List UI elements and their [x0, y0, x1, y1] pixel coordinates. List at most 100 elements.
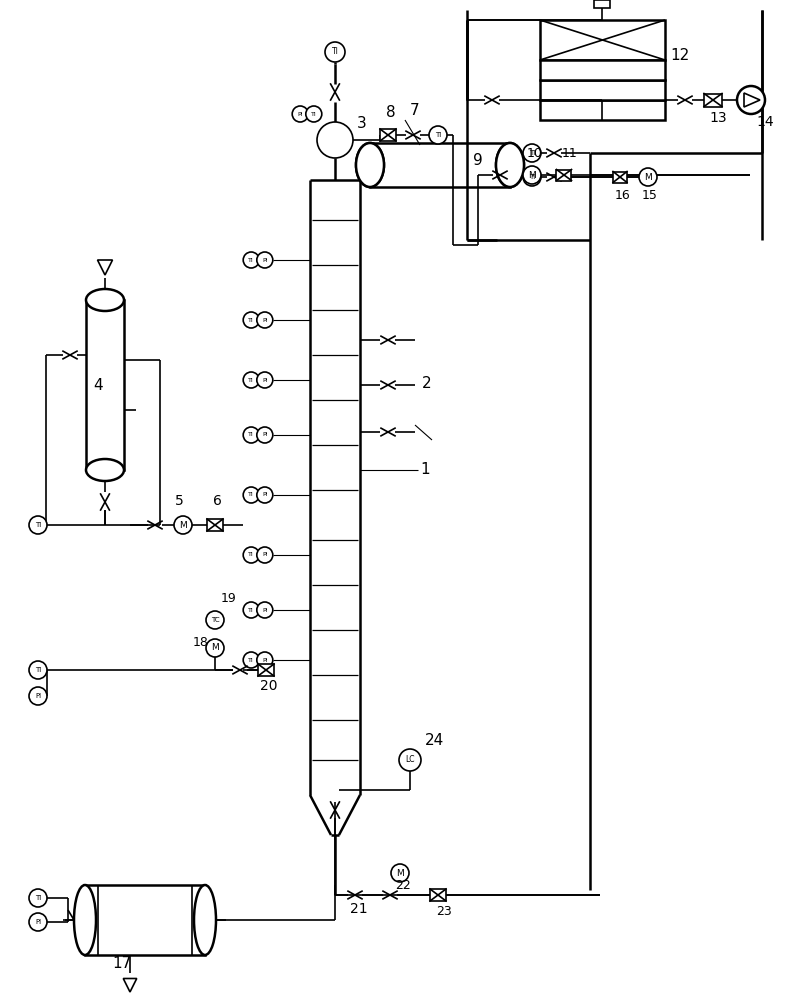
Bar — [86, 300, 124, 470]
Circle shape — [206, 611, 224, 629]
Text: PI: PI — [262, 492, 267, 497]
Text: 11: 11 — [562, 147, 578, 160]
Circle shape — [256, 252, 273, 268]
Ellipse shape — [86, 289, 124, 311]
Bar — [370, 143, 510, 187]
Text: 17: 17 — [112, 956, 131, 971]
Bar — [540, 20, 665, 60]
Circle shape — [639, 168, 657, 186]
Text: 10: 10 — [527, 147, 543, 160]
Text: 16: 16 — [615, 189, 630, 202]
Circle shape — [256, 652, 273, 668]
Text: 12: 12 — [670, 48, 690, 63]
Text: TI: TI — [249, 377, 254, 382]
Text: M: M — [211, 644, 219, 652]
Text: M: M — [644, 172, 652, 182]
Circle shape — [243, 312, 260, 328]
Text: 24: 24 — [425, 733, 444, 748]
Bar — [207, 519, 223, 531]
Bar — [613, 172, 627, 182]
Text: TI: TI — [35, 522, 41, 528]
Bar — [556, 169, 571, 180]
Circle shape — [29, 661, 47, 679]
Text: TI: TI — [331, 47, 338, 56]
Circle shape — [29, 913, 47, 931]
Circle shape — [429, 126, 447, 144]
Text: PI: PI — [262, 377, 267, 382]
Circle shape — [243, 602, 260, 618]
Text: TI: TI — [249, 318, 254, 322]
Circle shape — [256, 487, 273, 503]
Text: PI: PI — [35, 919, 41, 925]
Text: 1: 1 — [420, 462, 430, 478]
Text: TI: TI — [435, 132, 441, 138]
Text: M: M — [528, 170, 536, 180]
Text: PI: PI — [262, 607, 267, 612]
Text: M: M — [396, 868, 404, 878]
Text: 23: 23 — [436, 905, 452, 918]
Circle shape — [243, 652, 260, 668]
Bar — [540, 60, 665, 80]
Text: TI: TI — [311, 111, 316, 116]
Circle shape — [243, 487, 260, 503]
Text: TI: TI — [249, 492, 254, 497]
Text: M: M — [179, 520, 187, 530]
Text: 6: 6 — [213, 494, 222, 508]
Circle shape — [391, 864, 409, 882]
Circle shape — [243, 252, 260, 268]
Ellipse shape — [356, 143, 384, 187]
Ellipse shape — [496, 143, 524, 187]
Text: 22: 22 — [395, 879, 411, 892]
Text: 15: 15 — [642, 189, 658, 202]
Bar — [85, 885, 205, 955]
Bar — [258, 664, 274, 676]
Text: 3: 3 — [357, 116, 367, 131]
Circle shape — [325, 42, 345, 62]
Text: TI: TI — [249, 607, 254, 612]
Text: TI: TI — [249, 257, 254, 262]
Ellipse shape — [74, 885, 96, 955]
Text: 20: 20 — [260, 679, 278, 693]
Circle shape — [29, 687, 47, 705]
Circle shape — [256, 427, 273, 443]
Text: 7: 7 — [410, 103, 420, 118]
Ellipse shape — [86, 459, 124, 481]
Circle shape — [256, 372, 273, 388]
Circle shape — [243, 547, 260, 563]
Circle shape — [256, 547, 273, 563]
Circle shape — [256, 602, 273, 618]
Circle shape — [29, 516, 47, 534]
Circle shape — [206, 639, 224, 657]
Text: TI: TI — [35, 667, 41, 673]
Text: 2: 2 — [422, 376, 432, 391]
Circle shape — [523, 168, 541, 186]
Text: 4: 4 — [93, 378, 103, 393]
Text: TI: TI — [529, 174, 535, 180]
Text: 5: 5 — [175, 494, 184, 508]
Text: PI: PI — [297, 111, 303, 116]
Text: TI: TI — [249, 432, 254, 438]
Circle shape — [523, 166, 541, 184]
Text: 8: 8 — [386, 105, 395, 120]
Text: 18: 18 — [193, 636, 209, 649]
Text: TI: TI — [529, 150, 535, 156]
Bar — [430, 889, 446, 901]
Bar — [380, 129, 396, 141]
Bar — [540, 80, 665, 100]
Text: 13: 13 — [709, 111, 727, 125]
Text: TI: TI — [35, 895, 41, 901]
Text: 14: 14 — [756, 115, 774, 129]
Text: 19: 19 — [221, 592, 237, 605]
Circle shape — [317, 122, 353, 158]
Text: PI: PI — [262, 552, 267, 558]
Text: TI: TI — [249, 658, 254, 662]
Ellipse shape — [194, 885, 216, 955]
Text: TI: TI — [249, 552, 254, 558]
Ellipse shape — [496, 143, 524, 187]
Circle shape — [243, 372, 260, 388]
Circle shape — [292, 106, 308, 122]
Ellipse shape — [356, 143, 384, 187]
Circle shape — [174, 516, 192, 534]
Text: PI: PI — [35, 693, 41, 699]
Bar — [704, 94, 722, 106]
